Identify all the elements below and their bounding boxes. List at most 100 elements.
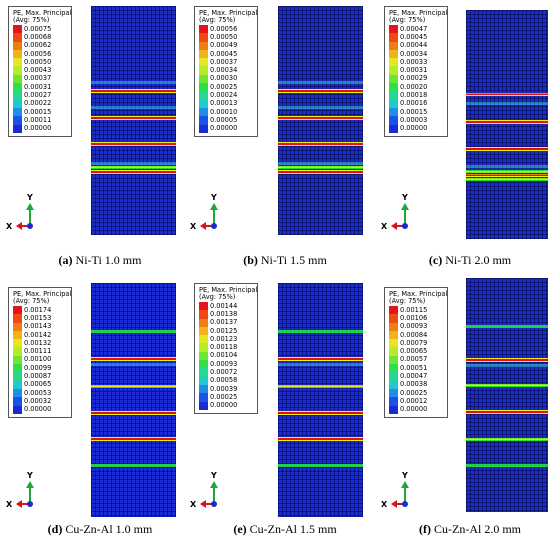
axis-label-y: Y bbox=[26, 471, 33, 480]
legend-value: 0.00142 bbox=[24, 330, 52, 339]
legend-title: PE, Max. Principal bbox=[199, 9, 258, 17]
legend-swatch bbox=[13, 364, 22, 373]
legend-row: 0.00005 bbox=[199, 115, 253, 125]
legend-value: 0.00030 bbox=[210, 74, 238, 83]
legend-swatch bbox=[389, 41, 398, 50]
caption-letter: (a) bbox=[58, 253, 73, 267]
legend-value: 0.00015 bbox=[400, 107, 428, 116]
legend-value: 0.00093 bbox=[210, 359, 238, 368]
legend-row: 0.00018 bbox=[389, 91, 443, 100]
legend-value: 0.00013 bbox=[210, 99, 238, 108]
legend-b: PE, Max. Principal (Avg: 75%) 0.00056 0.000… bbox=[194, 6, 258, 137]
legend-row: 0.00016 bbox=[389, 99, 443, 108]
legend-value: 0.00000 bbox=[24, 124, 52, 133]
legend-row: 0.00115 bbox=[389, 306, 443, 315]
legend-row: 0.00032 bbox=[13, 397, 67, 406]
legend-swatch bbox=[13, 74, 22, 84]
legend-swatch bbox=[13, 372, 22, 381]
strain-band bbox=[466, 384, 548, 387]
contour-model-b bbox=[278, 6, 363, 235]
legend-swatch bbox=[389, 347, 398, 356]
strain-band bbox=[91, 142, 176, 146]
caption-text: Ni-Ti 2.0 mm bbox=[445, 253, 512, 267]
legend-row: 0.00047 bbox=[389, 25, 443, 34]
legend-row: 0.00000 bbox=[13, 405, 67, 414]
legend-swatch bbox=[199, 318, 208, 327]
legend-value: 0.00053 bbox=[24, 388, 52, 397]
legend-swatch bbox=[13, 49, 22, 59]
caption-text: Cu-Zn-Al 1.5 mm bbox=[249, 522, 337, 536]
strain-band bbox=[91, 106, 176, 109]
legend-value: 0.00005 bbox=[210, 115, 238, 124]
legend-row: 0.00123 bbox=[199, 335, 253, 344]
legend-row: 0.00000 bbox=[199, 401, 253, 410]
legend-value: 0.00174 bbox=[24, 305, 52, 314]
legend-row: 0.00058 bbox=[199, 376, 253, 385]
strain-band bbox=[278, 330, 363, 333]
legend-row: 0.00039 bbox=[199, 384, 253, 394]
legend-row: 0.00003 bbox=[389, 116, 443, 125]
legend-row: 0.00045 bbox=[389, 33, 443, 42]
strain-band bbox=[278, 142, 363, 146]
legend-swatch bbox=[199, 368, 208, 377]
legend-swatch bbox=[389, 124, 398, 133]
legend-value: 0.00043 bbox=[24, 66, 52, 75]
legend-swatch bbox=[13, 33, 22, 42]
legend-swatch bbox=[13, 330, 22, 340]
strain-band bbox=[466, 364, 548, 367]
legend-row: 0.00062 bbox=[13, 41, 67, 50]
contour-model-f bbox=[466, 278, 548, 512]
caption-letter: (c) bbox=[428, 253, 443, 267]
strain-band bbox=[278, 411, 363, 415]
strain-band bbox=[278, 385, 363, 388]
strain-band bbox=[278, 106, 363, 109]
legend-swatch bbox=[13, 66, 22, 75]
legend-title: PE, Max. Principal bbox=[389, 290, 448, 298]
legend-row: 0.00043 bbox=[13, 66, 67, 75]
legend-value: 0.00100 bbox=[24, 355, 52, 364]
legend-row: 0.00015 bbox=[13, 107, 67, 117]
legend-swatch bbox=[199, 351, 208, 361]
legend-swatch bbox=[13, 397, 22, 406]
legend-value: 0.00037 bbox=[210, 57, 238, 66]
legend-value: 0.00118 bbox=[210, 343, 238, 352]
legend-row: 0.00065 bbox=[13, 380, 67, 389]
legend-swatch bbox=[13, 388, 22, 398]
legend-value: 0.00072 bbox=[210, 368, 238, 377]
legend-row: 0.00138 bbox=[199, 310, 253, 319]
axis-label-y: Y bbox=[401, 193, 408, 202]
axis-triad-icon: YX bbox=[381, 471, 409, 509]
strain-band bbox=[466, 102, 548, 105]
strain-band bbox=[466, 178, 548, 181]
axis-triad-icon: YX bbox=[190, 471, 218, 509]
strain-band bbox=[91, 166, 176, 169]
legend-row: 0.00025 bbox=[199, 83, 253, 92]
legend-value: 0.00062 bbox=[24, 41, 52, 50]
axis-label-x: X bbox=[381, 500, 388, 509]
legend-value: 0.00079 bbox=[400, 338, 428, 347]
legend-swatch bbox=[389, 107, 398, 117]
legend-swatch bbox=[13, 107, 22, 117]
axis-label-x: X bbox=[190, 500, 197, 509]
legend-row: 0.00020 bbox=[389, 83, 443, 92]
legend-row: 0.00000 bbox=[13, 124, 67, 133]
contour-model-c bbox=[466, 10, 548, 239]
contour-model-d bbox=[91, 283, 176, 517]
legend-swatch bbox=[13, 405, 22, 414]
legend-value: 0.00049 bbox=[210, 41, 238, 50]
legend-row: 0.00049 bbox=[199, 41, 253, 50]
legend-value: 0.00106 bbox=[400, 313, 428, 322]
legend-row: 0.00031 bbox=[13, 83, 67, 92]
legend-row: 0.00037 bbox=[199, 57, 253, 67]
legend-swatch bbox=[199, 384, 208, 394]
strain-band bbox=[91, 437, 176, 441]
legend-row: 0.00099 bbox=[13, 364, 67, 373]
strain-band bbox=[278, 357, 363, 361]
caption-text: Cu-Zn-Al 2.0 mm bbox=[434, 522, 521, 536]
legend-row: 0.00111 bbox=[13, 347, 67, 356]
legend-title: PE, Max. Principal bbox=[199, 286, 258, 294]
legend-value: 0.00144 bbox=[210, 301, 238, 310]
legend-row: 0.00013 bbox=[199, 99, 253, 108]
legend-row: 0.00065 bbox=[389, 347, 443, 356]
legend-row: 0.00118 bbox=[199, 343, 253, 352]
